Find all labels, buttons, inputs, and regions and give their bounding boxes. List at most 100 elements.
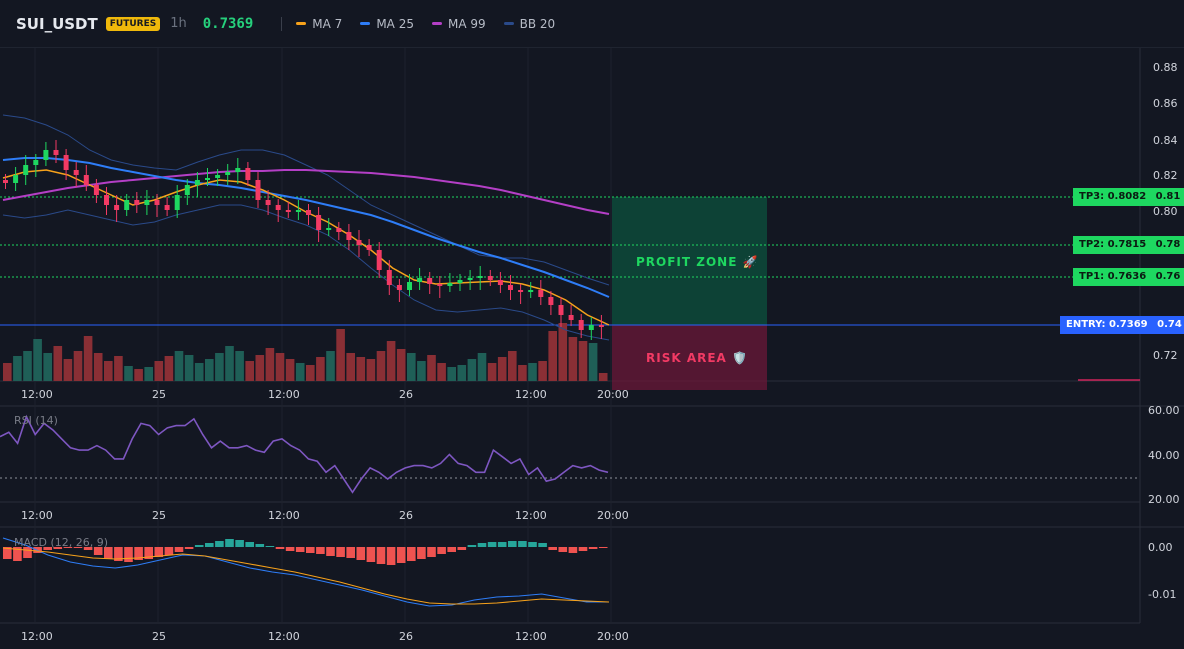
volume-bar [63,359,73,381]
time-label: 26 [399,630,413,643]
volume-bar [356,357,366,381]
volume-bar [326,351,335,381]
macd-histogram-bar [407,547,416,561]
candle-body [23,165,29,175]
bb-upper-band [2,114,610,286]
profit-zone[interactable] [612,197,767,325]
volume-bar [3,363,12,381]
bb20-swatch [503,22,514,25]
legend-bb20-label: BB 20 [519,16,556,31]
candle-body [578,320,584,330]
candle-body [457,280,463,283]
candlesticks[interactable] [3,140,604,340]
legend-bb20[interactable]: BB 20 [503,16,556,31]
candle-body [538,290,544,297]
macd-histogram-bar [447,547,456,552]
legend-ma25[interactable]: MA 25 [360,17,414,31]
time-label: 12:00 [21,388,53,401]
macd-title: MACD (12, 26, 9) [14,536,109,549]
volume-bar [275,353,285,381]
candle-body [477,276,483,278]
volume-bar [588,343,598,381]
legend-ma25-label: MA 25 [376,16,414,31]
time-label: 20:00 [597,630,629,643]
legend-ma99[interactable]: MA 99 [431,17,486,31]
time-label: 12:00 [268,630,300,643]
time-label: 25 [152,388,166,401]
macd-line[interactable] [2,537,609,607]
chart-header: SUI_USDT FUTURES 1h 0.7369 MA 7 MA 25 MA… [0,0,1184,48]
volume-bar [53,346,63,381]
volume-bar [518,365,527,381]
macd-histogram-bar [558,547,568,552]
time-label: 20:00 [597,388,629,401]
candle-body [63,155,69,170]
macd-histogram-bar [427,547,436,557]
symbol-name[interactable]: SUI_USDT [16,14,98,33]
candle-body [275,205,281,210]
entry-tag-label: ENTRY: 0.7369 [1066,319,1148,330]
tp1-tag-label: TP1: 0.7636 [1079,271,1147,282]
candle-body [255,180,261,200]
volume-bar [174,351,184,381]
candle-body [83,175,89,185]
candle-body [437,284,443,286]
volume-bar [447,367,456,381]
candle-body [245,168,251,180]
macd-histogram-bar [124,547,133,562]
candle-body [588,325,594,330]
volume-bar [316,357,325,381]
macd-histogram-bar [578,547,588,551]
tp3-tag[interactable]: TP3: 0.8082 0.81 [1073,188,1184,206]
volume-bar [306,365,315,381]
macd-histogram-bar [457,547,467,550]
macd-histogram-bar [588,547,598,549]
macd-histogram-bar [477,543,487,547]
candle-body [326,228,332,230]
macd-histogram-bar [104,547,113,559]
price-tick: 0.88 [1153,61,1178,74]
macd-histogram-bar [316,547,325,554]
ma7-swatch [296,22,307,25]
ma25-swatch [360,22,371,25]
volume-bar [164,356,174,381]
rsi-tick: 20.00 [1148,493,1180,506]
volume-bar [23,351,32,381]
futures-badge: FUTURES [105,16,161,31]
candle-body [467,278,473,280]
legend-ma7[interactable]: MA 7 [296,17,342,31]
macd-histogram-bar [508,541,517,547]
candle-body [215,175,221,178]
risk-zone[interactable] [612,325,767,390]
candle-body [356,240,362,245]
candle-body [144,200,150,205]
header-divider [281,16,283,31]
candle-body [548,297,554,305]
interval-label[interactable]: 1h [170,16,187,31]
time-label: 12:00 [515,630,547,643]
macd-histogram-bar [184,547,194,549]
indicator-legend: MA 7 MA 25 MA 99 BB 20 [296,17,573,31]
candle-body [447,283,453,286]
candle-body [295,210,301,212]
macd-histogram-bar [295,547,305,552]
tp2-tag[interactable]: TP2: 0.7815 0.78 [1073,236,1184,254]
entry-tag[interactable]: ENTRY: 0.7369 0.74 [1060,316,1184,334]
tp1-tag[interactable]: TP1: 0.7636 0.76 [1073,268,1184,286]
candle-body [33,160,39,165]
macd-tick: 0.00 [1148,541,1173,554]
volume-bar [83,336,93,381]
time-label: 12:00 [21,630,53,643]
macd-signal-line[interactable] [2,547,610,605]
volume-bar [194,363,204,381]
candle-body [43,150,49,160]
volume-bar [578,341,588,381]
rsi-line[interactable] [0,414,609,494]
volume-bar [295,363,305,381]
candle-body [427,278,433,284]
candle-body [104,195,109,205]
volume-bar [396,349,406,381]
entry-axis-value: 0.74 [1157,319,1182,330]
candle-body [306,210,311,215]
